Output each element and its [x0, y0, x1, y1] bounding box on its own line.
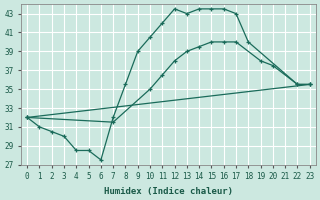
X-axis label: Humidex (Indice chaleur): Humidex (Indice chaleur) — [104, 187, 233, 196]
